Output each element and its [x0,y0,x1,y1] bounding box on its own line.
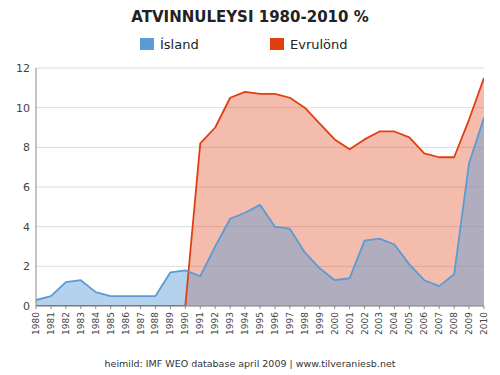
x-tick-label: 2008 [449,312,459,335]
x-tick [304,306,305,309]
title: ATVINNULEYSI 1980-2010 % [131,8,368,26]
x-tick-label: 2004 [389,312,399,335]
x-tick [409,306,410,309]
x-tick [215,306,216,309]
x-tick [36,306,37,309]
line [36,118,484,300]
x-tick [334,306,335,309]
x-tick [484,306,485,309]
x-tick [364,306,365,309]
x-tick [95,306,96,309]
x-tick [469,306,470,309]
x-tick-label: 1980 [31,312,41,335]
y-tick-label: 4 [23,221,30,234]
legend-swatch [270,38,284,50]
x-tick [50,306,51,309]
y-tick-label: 12 [16,62,30,75]
x-axis: 1980 1981 1982 1983 1984 1985 1986 1987 1988 1989… [31,306,489,335]
x-tick [424,306,425,309]
x-tick [274,306,275,309]
x-tick [319,306,320,309]
y-tick-label: 2 [23,260,30,273]
x-tick [454,306,455,309]
x-tick-label: 2000 [330,312,340,335]
x-tick-label: 1994 [240,312,250,335]
legend-label: Evrulönd [290,37,348,52]
y-axis-line [36,68,37,306]
x-tick-label: 1990 [180,312,190,335]
x-tick [439,306,440,309]
x-tick-label: 1985 [106,312,116,335]
x-tick-label: 1995 [255,312,265,335]
x-tick-label: 1996 [270,312,280,335]
x-tick [185,306,186,309]
x-tick-label: 1989 [165,312,175,335]
x-tick-label: 1983 [76,312,86,335]
y-axis: 0 2 4 6 8 10 12 [16,62,484,313]
x-tick [65,306,66,309]
y-tick-label: 10 [16,102,30,115]
x-tick [140,306,141,309]
x-tick-label: 2002 [360,312,370,335]
y-tick-label: 0 [23,300,30,313]
x-tick [170,306,171,309]
x-tick [110,306,111,309]
x-tick-label: 2010 [479,312,489,335]
x-tick-label: 2007 [434,312,444,335]
x-tick-label: 1998 [300,312,310,335]
chart: ATVINNULEYSI 1980-2010 % Ísland Evrulönd 0 2… [0,0,500,375]
x-tick-label: 1993 [225,312,235,335]
x-tick [230,306,231,309]
x-tick-label: 1986 [121,312,131,335]
y-tick-label: 8 [23,141,30,154]
legend-label: Ísland [160,37,199,52]
x-tick-label: 2001 [345,312,355,335]
x-tick [260,306,261,309]
x-tick-label: 1988 [150,312,160,335]
x-tick [289,306,290,309]
y-tick-label: 6 [23,181,30,194]
x-tick [200,306,201,309]
x-tick-label: 2009 [464,312,474,335]
x-tick [80,306,81,309]
x-tick [245,306,246,309]
x-tick-label: 2005 [404,312,414,335]
x-tick-label: 1984 [91,312,101,335]
x-tick [379,306,380,309]
x-tick-label: 2003 [374,312,384,335]
x-tick-label: 1991 [195,312,205,335]
x-tick-label: 1981 [46,312,56,335]
x-tick [125,306,126,309]
legend: Ísland Evrulönd [140,37,348,52]
x-tick-label: 1992 [210,312,220,335]
x-tick-label: 1997 [285,312,295,335]
footer: heimild: IMF WEO database april 2009 | w… [105,358,396,369]
plot-area [36,78,484,306]
x-tick-label: 1982 [61,312,71,335]
x-tick [155,306,156,309]
x-tick [349,306,350,309]
grid-line [36,68,484,69]
area [36,78,484,306]
x-tick-label: 2006 [419,312,429,335]
x-tick-label: 1987 [136,312,146,335]
legend-swatch [140,38,154,50]
line [36,78,484,306]
x-tick-label: 1999 [315,312,325,335]
x-tick [394,306,395,309]
